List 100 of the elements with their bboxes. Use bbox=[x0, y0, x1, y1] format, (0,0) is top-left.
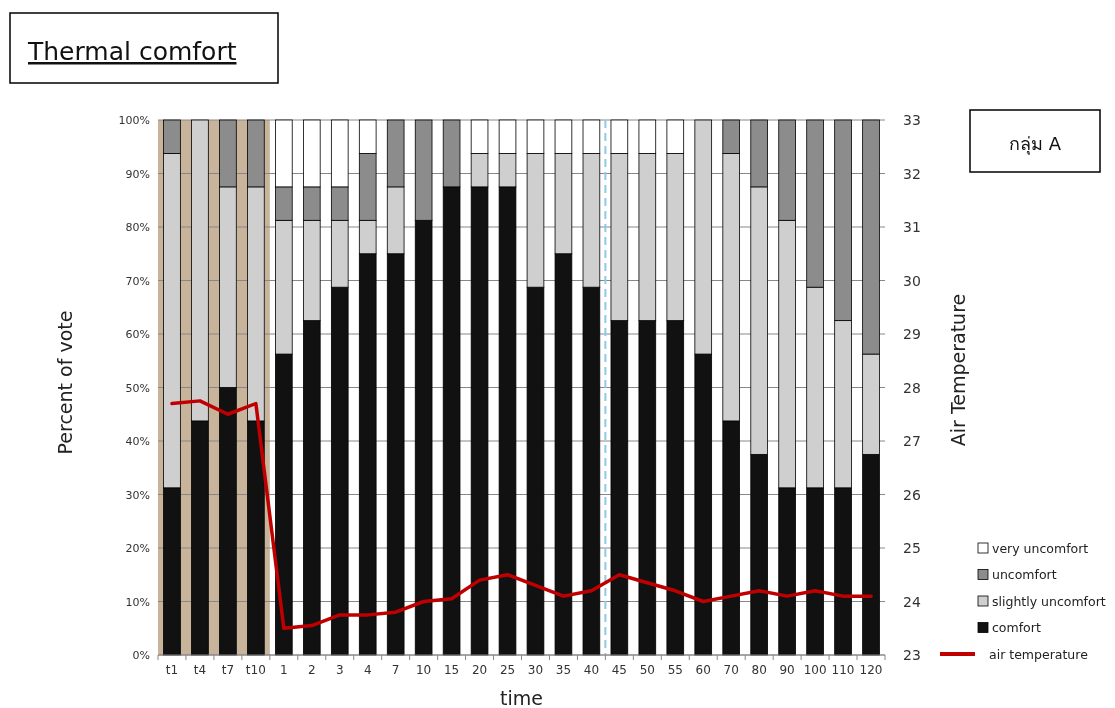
bar bbox=[275, 219, 293, 355]
bar bbox=[638, 119, 657, 154]
bar bbox=[191, 420, 209, 656]
legend-label: air temperature bbox=[989, 646, 1089, 662]
bar bbox=[275, 353, 293, 656]
bar bbox=[275, 186, 293, 221]
bar bbox=[303, 119, 321, 188]
y2-tick-label: 32 bbox=[903, 165, 921, 182]
x-tick-label: 3 bbox=[335, 663, 344, 677]
x-tick-label: 120 bbox=[859, 663, 883, 677]
bar bbox=[834, 487, 852, 656]
bar bbox=[470, 119, 489, 154]
x-axis-title: time bbox=[500, 687, 543, 708]
bar bbox=[582, 119, 601, 154]
bar bbox=[862, 353, 880, 455]
bar bbox=[666, 320, 685, 656]
y2-tick-label: 25 bbox=[903, 540, 921, 556]
bar bbox=[582, 286, 601, 656]
x-tick-label: 15 bbox=[443, 663, 460, 677]
bar bbox=[750, 186, 768, 455]
bar bbox=[610, 119, 629, 154]
x-tick-label: 110 bbox=[831, 663, 855, 677]
bar bbox=[358, 253, 377, 656]
bar bbox=[219, 387, 237, 656]
x-tick-label: 100 bbox=[803, 663, 827, 677]
bar bbox=[163, 487, 181, 656]
bar bbox=[386, 253, 405, 656]
bar bbox=[638, 153, 657, 322]
x-tick-label: 4 bbox=[363, 663, 372, 677]
y2-tick-label: 24 bbox=[903, 593, 921, 610]
bar bbox=[163, 153, 181, 489]
bar bbox=[610, 153, 629, 322]
bar bbox=[526, 153, 545, 288]
bar bbox=[330, 286, 349, 656]
y2-tick-label: 33 bbox=[903, 112, 921, 128]
y-tick-label: 70% bbox=[125, 274, 150, 288]
bar bbox=[526, 119, 545, 154]
x-tick-label: 90 bbox=[779, 663, 795, 677]
bar bbox=[638, 320, 657, 656]
bar bbox=[275, 119, 293, 188]
y2-tick-label: 23 bbox=[903, 647, 921, 663]
y-tick-label: 30% bbox=[125, 488, 150, 502]
x-tick-label: 35 bbox=[555, 663, 572, 677]
y-tick-label: 0% bbox=[132, 649, 150, 662]
x-tick-label: t1 bbox=[165, 663, 179, 677]
bar bbox=[330, 119, 349, 188]
bar bbox=[442, 186, 461, 656]
bar bbox=[806, 487, 824, 656]
y-tick-label: 50% bbox=[125, 381, 150, 395]
bar bbox=[303, 320, 321, 656]
bar bbox=[750, 453, 768, 656]
x-tick-label: 40 bbox=[583, 663, 600, 677]
y-tick-label: 90% bbox=[125, 167, 150, 181]
bar bbox=[414, 219, 433, 656]
y-tick-label: 80% bbox=[125, 221, 150, 234]
x-tick-label: 50 bbox=[639, 663, 655, 677]
bar bbox=[778, 219, 796, 489]
x-tick-label: 70 bbox=[723, 663, 739, 677]
line-series bbox=[170, 399, 873, 630]
bar bbox=[666, 119, 685, 154]
y2-tick-label: 28 bbox=[903, 379, 921, 396]
y2-axis-title: Air Temperature bbox=[947, 293, 969, 447]
bar bbox=[470, 153, 489, 188]
bar bbox=[610, 320, 629, 656]
bar bbox=[554, 153, 573, 255]
bar bbox=[386, 186, 405, 255]
x-tick-label: t7 bbox=[221, 663, 235, 677]
bar bbox=[554, 119, 573, 154]
y-axis-title: Percent of vote bbox=[54, 310, 76, 455]
x-tick-label: 60 bbox=[695, 663, 711, 677]
bar bbox=[219, 186, 237, 388]
legend-label: comfort bbox=[992, 620, 1041, 635]
x-tick-label: 80 bbox=[751, 663, 767, 677]
bar bbox=[498, 153, 517, 188]
bar bbox=[303, 186, 321, 221]
y-tick-label: 20% bbox=[125, 542, 150, 555]
bar bbox=[722, 153, 740, 422]
x-tick-label: 45 bbox=[611, 663, 628, 677]
legend-label: very uncomfort bbox=[992, 540, 1089, 556]
bar bbox=[247, 420, 265, 656]
bar bbox=[191, 119, 209, 422]
bar bbox=[358, 119, 377, 154]
x-tick-label: t10 bbox=[245, 663, 266, 677]
bar bbox=[722, 420, 740, 656]
text: กลุ่ม A bbox=[1008, 133, 1062, 155]
bar bbox=[694, 353, 713, 656]
bar bbox=[330, 219, 349, 288]
x-tick-label: 1 bbox=[280, 663, 288, 677]
bar bbox=[330, 186, 349, 221]
bar bbox=[666, 153, 685, 322]
x-tick-label: 30 bbox=[527, 663, 544, 677]
bar bbox=[498, 186, 517, 656]
y-tick-label: 100% bbox=[118, 114, 150, 127]
legend-label: slightly uncomfort bbox=[992, 593, 1106, 609]
bar bbox=[694, 119, 713, 355]
bar bbox=[862, 453, 880, 656]
bar bbox=[526, 286, 545, 656]
y-tick-label: 40% bbox=[125, 435, 150, 448]
bar bbox=[498, 119, 517, 154]
x-tick-label: 10 bbox=[415, 663, 432, 677]
